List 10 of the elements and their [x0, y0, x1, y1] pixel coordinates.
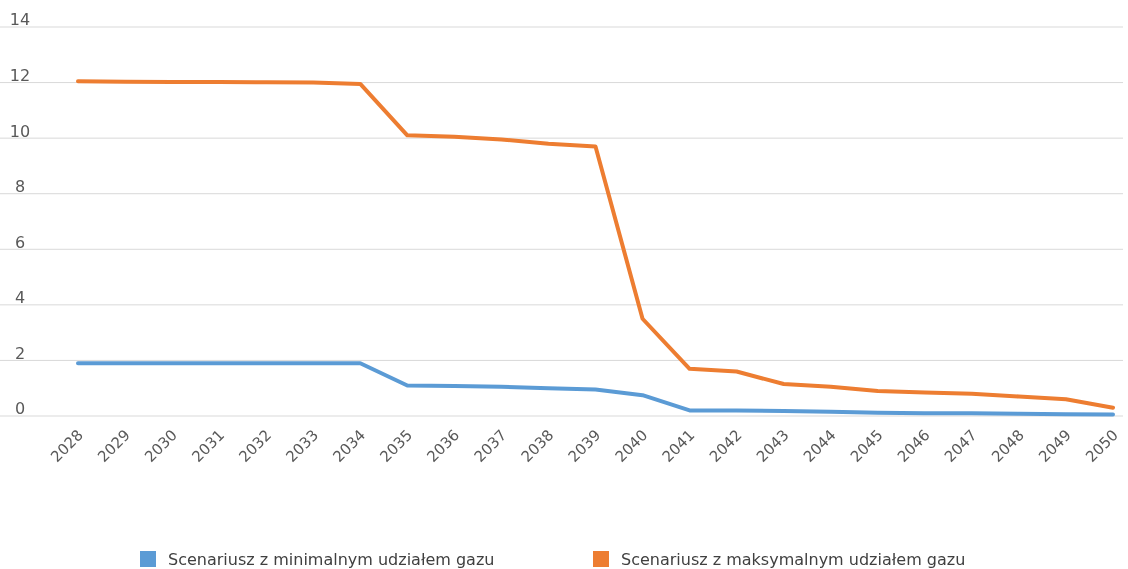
y-tick-label: 2 — [14, 343, 26, 363]
legend-label: Scenariusz z minimalnym udziałem gazu — [168, 550, 495, 569]
y-tick-label: 10 — [9, 121, 31, 141]
legend-label: Scenariusz z maksymalnym udziałem gazu — [621, 550, 966, 569]
y-tick-label: 6 — [14, 232, 26, 252]
y-tick-label: 8 — [14, 177, 26, 197]
y-tick-label: 0 — [14, 399, 26, 419]
y-tick-label: 12 — [9, 65, 31, 85]
y-tick-label: 4 — [14, 288, 26, 308]
y-tick-label: 14 — [9, 10, 31, 30]
